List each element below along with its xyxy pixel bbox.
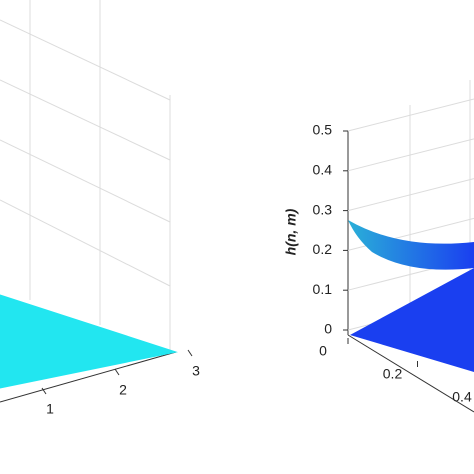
- x-tick-label: 2: [119, 382, 127, 398]
- x-tick: [114, 368, 120, 376]
- x-tick-label: 1: [46, 401, 54, 417]
- x-tick: [41, 387, 47, 395]
- z-axis-label: h(n, m): [283, 208, 299, 255]
- grid-line: [347, 98, 474, 132]
- surface: [348, 220, 474, 270]
- x-tick: [187, 349, 193, 357]
- z-tick-label: 0.2: [313, 241, 333, 257]
- x-tick-label: 0.4: [452, 389, 472, 405]
- x-tick-label: 0: [319, 343, 327, 359]
- z-tick-label: 0.1: [313, 281, 333, 297]
- left-box: [0, 0, 177, 403]
- surface: [0, 294, 178, 389]
- z-tick-label: 0: [324, 321, 332, 337]
- x-tick-label: 3: [192, 363, 200, 379]
- x-tick-label: 0.2: [383, 366, 403, 382]
- z-tick-label: 0.4: [313, 162, 333, 178]
- z-tick-label: 0.5: [313, 122, 333, 138]
- grid-line: [347, 138, 474, 172]
- z-tick-label: 0.3: [313, 201, 333, 217]
- grid-line: [347, 178, 474, 212]
- floor-surface: [350, 268, 474, 372]
